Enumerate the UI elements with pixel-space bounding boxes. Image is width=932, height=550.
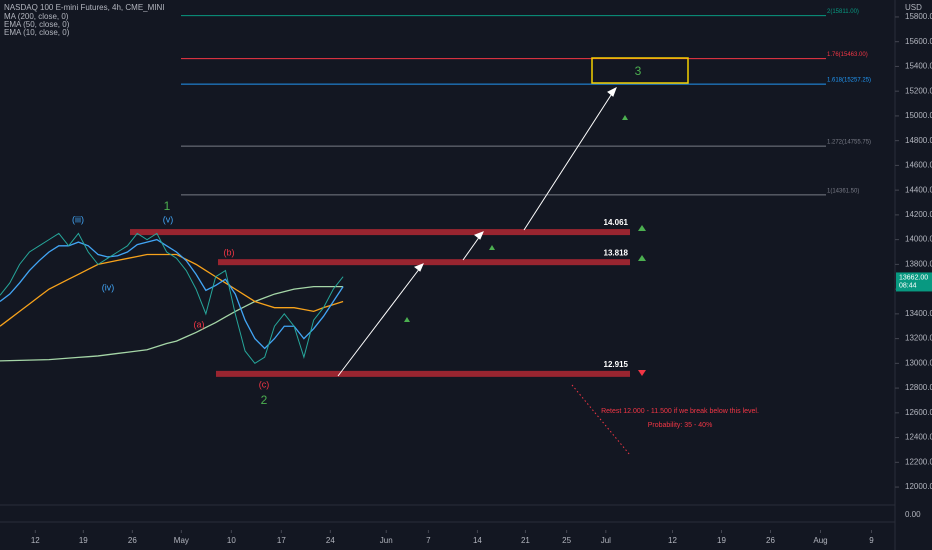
x-tick-label: 9 [869, 536, 874, 545]
x-tick-label: May [174, 536, 189, 545]
level-zone [130, 229, 630, 236]
note: Retest 12.000 - 11.500 if we break below… [601, 408, 759, 415]
green-arrow [638, 225, 646, 231]
wave-label: (b) [224, 247, 235, 257]
wave-label: (c) [259, 379, 270, 389]
x-tick-label: 7 [426, 536, 431, 545]
series-line [0, 253, 344, 327]
fib-label: 1.76(15463.00) [827, 52, 868, 58]
y-tick-label: 13200.00 [905, 334, 932, 343]
green-arrow [489, 245, 495, 250]
arrow [523, 91, 614, 231]
last-price-label: 13662.00 [899, 274, 928, 281]
legend-entry: EMA (50, close, 0) [4, 20, 70, 29]
green-arrow [622, 115, 628, 120]
wave-label: (iv) [102, 282, 115, 292]
fib-label: 2(15811.00) [827, 9, 859, 15]
wave-label: (a) [194, 319, 205, 329]
small-arrows [404, 115, 646, 322]
x-tick-label: 12 [668, 536, 677, 545]
x-tick-label: 24 [326, 536, 335, 545]
legend-entry: EMA (10, close, 0) [4, 28, 70, 37]
x-tick-label: 17 [277, 536, 286, 545]
y-tick-label: 14000.00 [905, 235, 932, 244]
series-line [0, 285, 344, 362]
wave-label: 2 [261, 393, 268, 407]
y-tick-label: 15600.00 [905, 37, 932, 46]
target-box [591, 57, 689, 84]
level-label: 13.818 [604, 248, 629, 257]
plot: 12000.00 12200.00 12400.00 12600.00 12800.00… [0, 9, 932, 545]
arrowhead [607, 86, 617, 97]
wave-label: (iii) [72, 214, 84, 224]
dotted-arrow [571, 384, 631, 456]
y-tick-label: 12600.00 [905, 408, 932, 417]
y-tick-label: 14800.00 [905, 136, 932, 145]
y-tick-label: 15000.00 [905, 111, 932, 120]
x-tick-label: 14 [473, 536, 482, 545]
y-tick-label: 12400.00 [905, 433, 932, 442]
green-arrow [638, 255, 646, 261]
level-zone [216, 370, 630, 377]
level-label: 14.061 [604, 218, 629, 227]
x-tick-label: 26 [128, 536, 137, 545]
x-tick-label: 19 [717, 536, 726, 545]
x-tick-label: 12 [31, 536, 40, 545]
y-tick-label: 14600.00 [905, 161, 932, 170]
x-tick-label: 26 [766, 536, 775, 545]
chart-title: NASDAQ 100 E-mini Futures, 4h, CME_MINI [4, 3, 165, 12]
last-price-tag [896, 272, 932, 292]
x-tick-label: Jul [601, 536, 611, 545]
x-tick-label: Jun [380, 536, 393, 545]
y-tick-label: 15200.00 [905, 86, 932, 95]
y-tick-label: 13800.00 [905, 259, 932, 268]
x-tick-label: 21 [521, 536, 530, 545]
y-tick-label: 13400.00 [905, 309, 932, 318]
y-tick-label: 12800.00 [905, 383, 932, 392]
wave-label: 3 [635, 64, 642, 78]
red-arrow [638, 370, 646, 376]
series-line [0, 232, 344, 365]
currency: USD [905, 3, 922, 12]
y-tick-label: 15800.00 [905, 12, 932, 21]
fib-label: 1.618(15257.25) [827, 78, 871, 84]
x-tick-label: Aug [813, 536, 827, 545]
arrows [337, 86, 617, 377]
note: Probability: 35 - 40% [648, 422, 713, 429]
y-tick-label: 14200.00 [905, 210, 932, 219]
x-tick-label: 10 [227, 536, 236, 545]
level-label: 12.915 [604, 360, 629, 369]
arrow [462, 235, 481, 261]
y-tick-label: 14400.00 [905, 185, 932, 194]
y-tick-label: 12000.00 [905, 482, 932, 491]
arrowhead [414, 263, 424, 272]
fib-label: 1.272(14755.75) [827, 140, 871, 146]
green-arrow [404, 317, 410, 322]
series-line [0, 238, 344, 350]
lower-pane-label: 0.00 [905, 510, 921, 519]
countdown: 08:44 [899, 282, 917, 289]
y-tick-label: 12200.00 [905, 457, 932, 466]
x-tick-label: 25 [562, 536, 571, 545]
wave-label: (v) [163, 214, 174, 224]
fib-label: 1(14361.50) [827, 188, 859, 194]
level-zone [218, 259, 630, 266]
wave-label: 1 [164, 199, 171, 213]
legend-entry: MA (200, close, 0) [4, 12, 69, 21]
arrow [337, 267, 421, 377]
arrowhead [474, 231, 484, 240]
y-tick-label: 13000.00 [905, 358, 932, 367]
y-tick-label: 15400.00 [905, 62, 932, 71]
x-tick-label: 19 [79, 536, 88, 545]
